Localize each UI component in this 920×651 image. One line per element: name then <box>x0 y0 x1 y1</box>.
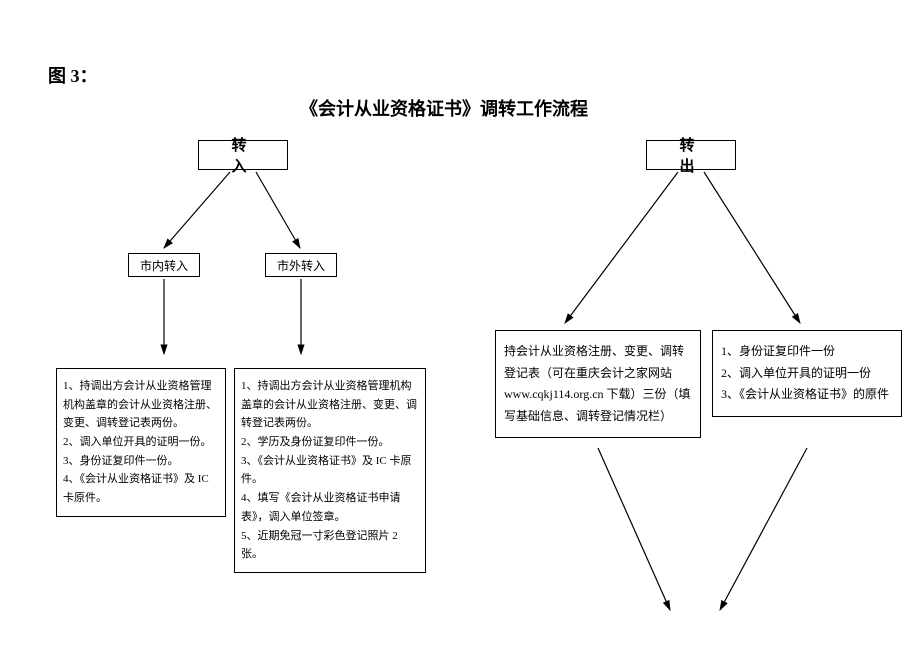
flow-arrows <box>0 0 920 651</box>
